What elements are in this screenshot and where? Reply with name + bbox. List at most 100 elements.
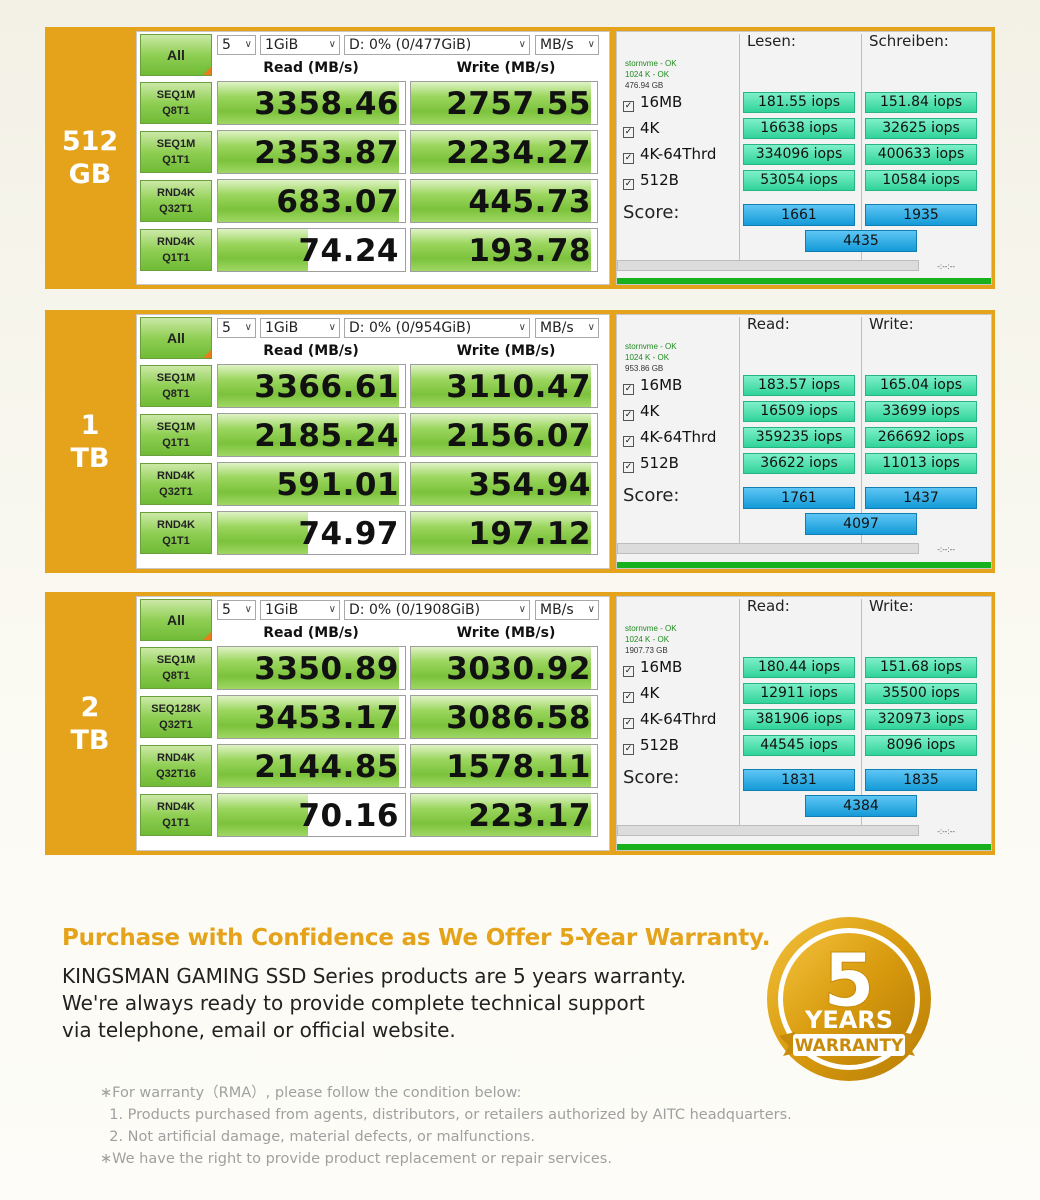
checkbox-checked-icon[interactable]: ✓ [623,666,634,677]
checkbox-checked-icon[interactable]: ✓ [623,127,634,138]
as-test-row[interactable]: ✓ 4K [623,684,659,703]
checkbox-checked-icon[interactable]: ✓ [623,744,634,755]
as-test-row[interactable]: ✓ 16MB [623,376,682,395]
drive-select[interactable]: D: 0% (0/1908GiB) ∨ [344,600,530,620]
test-row-button[interactable]: RND4K Q1T1 [140,512,212,554]
chevron-down-icon: ∨ [587,604,595,615]
test-row-button[interactable]: SEQ1M Q1T1 [140,414,212,456]
drive-select[interactable]: D: 0% (0/477GiB) ∨ [344,35,530,55]
result-bar [411,365,592,407]
iops-write-value: 400633 iops [865,144,977,165]
read-result-cell: 3366.61 [217,364,406,408]
test-row-button[interactable]: SEQ1M Q8T1 [140,365,212,407]
test-queue: Q1T1 [162,252,190,264]
warranty-notes: ∗For warranty（RMA）, please follow the co… [100,1082,792,1170]
as-test-row[interactable]: ✓ 4K [623,402,660,421]
as-test-name: 4K [640,402,660,420]
test-size-select[interactable]: 1GiB ∨ [260,318,340,338]
score-read: 1761 [743,487,855,509]
drive-select[interactable]: D: 0% (0/954GiB) ∨ [344,318,530,338]
checkbox-checked-icon[interactable]: ✓ [623,436,634,447]
as-test-row[interactable]: ✓ 512B [623,171,679,190]
as-test-row[interactable]: ✓ 512B [623,454,679,473]
read-value: 74.24 [298,233,399,269]
iops-write-value: 151.68 iops [865,657,977,678]
result-bar [411,647,592,689]
column-divider [739,317,740,545]
benchmark-panel: 512 GB All 5 ∨ 1GiB ∨ D: 0% (0/477GiB) ∨ MB/s ∨ Rea… [45,27,995,289]
test-row-button[interactable]: RND4K Q32T16 [140,745,212,787]
column-divider [861,599,862,827]
test-name: RND4K [157,801,195,813]
as-test-name: 16MB [640,93,683,111]
result-bar [218,794,308,836]
checkbox-checked-icon[interactable]: ✓ [623,410,634,421]
write-value: 223.17 [468,798,591,834]
checkbox-checked-icon[interactable]: ✓ [623,718,634,729]
result-bar [218,365,400,407]
write-value: 2757.55 [446,86,591,122]
chevron-down-icon: ∨ [587,322,595,333]
test-name: SEQ128K [151,703,201,715]
test-row-button[interactable]: RND4K Q1T1 [140,229,212,271]
iops-write-value: 320973 iops [865,709,977,730]
write-result-cell: 3086.58 [410,695,598,739]
drive-size: 953.86 GB [625,364,664,373]
as-test-row[interactable]: ✓ 4K-64Thrd [623,145,716,164]
unit-select[interactable]: MB/s ∨ [535,35,599,55]
checkbox-checked-icon[interactable]: ✓ [623,101,634,112]
unit-select-value: MB/s [540,602,574,618]
test-row-button[interactable]: SEQ1M Q8T1 [140,647,212,689]
checkbox-checked-icon[interactable]: ✓ [623,692,634,703]
test-name: RND4K [157,187,195,199]
warranty-desc-line: We're always ready to provide complete t… [62,991,645,1015]
checkbox-checked-icon[interactable]: ✓ [623,153,634,164]
test-size-select[interactable]: 1GiB ∨ [260,35,340,55]
test-size-select-value: 1GiB [265,602,299,618]
all-button[interactable]: All [140,599,212,641]
unit-select[interactable]: MB/s ∨ [535,318,599,338]
as-test-row[interactable]: ✓ 4K-64Thrd [623,710,716,729]
test-row-button[interactable]: SEQ1M Q8T1 [140,82,212,124]
all-button[interactable]: All [140,317,212,359]
as-test-row[interactable]: ✓ 16MB [623,93,683,112]
write-result-cell: 223.17 [410,793,598,837]
as-test-row[interactable]: ✓ 4K [623,119,659,138]
drive-select-value: D: 0% (0/954GiB) [349,320,472,336]
test-count-select[interactable]: 5 ∨ [217,600,256,620]
read-result-cell: 2144.85 [217,744,406,788]
chevron-down-icon: ∨ [328,39,336,50]
as-test-row[interactable]: ✓ 512B [623,736,679,755]
read-result-cell: 3453.17 [217,695,406,739]
unit-select[interactable]: MB/s ∨ [535,600,599,620]
test-row-button[interactable]: RND4K Q32T1 [140,180,212,222]
test-row-button[interactable]: SEQ128K Q32T1 [140,696,212,738]
test-count-select[interactable]: 5 ∨ [217,35,256,55]
all-button[interactable]: All [140,34,212,76]
as-read-header: Read: [747,597,790,615]
result-bar [218,696,400,738]
chevron-down-icon: ∨ [328,322,336,333]
as-test-row[interactable]: ✓ 4K-64Thrd [623,428,716,447]
test-size-select[interactable]: 1GiB ∨ [260,600,340,620]
checkbox-checked-icon[interactable]: ✓ [623,462,634,473]
as-write-header: Write: [869,597,914,615]
test-name: SEQ1M [156,89,196,101]
as-test-row[interactable]: ✓ 16MB [623,658,682,677]
read-header: Read (MB/s) [263,60,359,76]
chevron-down-icon: ∨ [587,39,595,50]
test-count-select[interactable]: 5 ∨ [217,318,256,338]
test-row-button[interactable]: RND4K Q1T1 [140,794,212,836]
test-name: SEQ1M [156,138,196,150]
result-bar [411,82,592,124]
checkbox-checked-icon[interactable]: ✓ [623,179,634,190]
alignment-status: 1024 K - OK [625,353,670,362]
badge-number: 5 [823,938,875,1024]
write-header: Write (MB/s) [456,343,556,359]
checkbox-checked-icon[interactable]: ✓ [623,384,634,395]
iops-write-value: 8096 iops [865,735,977,756]
chevron-down-icon: ∨ [518,322,526,333]
test-name: RND4K [157,470,195,482]
test-row-button[interactable]: SEQ1M Q1T1 [140,131,212,173]
test-row-button[interactable]: RND4K Q32T1 [140,463,212,505]
